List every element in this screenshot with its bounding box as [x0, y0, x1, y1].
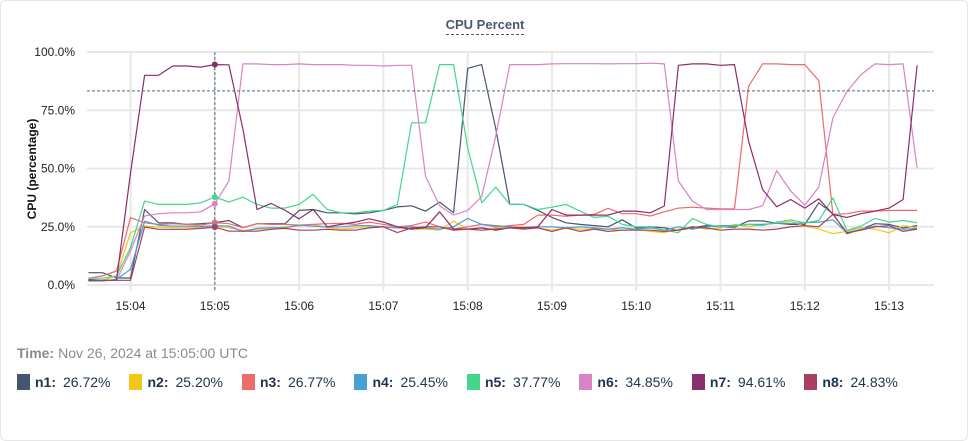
legend-label: n5: — [484, 374, 506, 390]
series-line-n6 — [88, 62, 918, 281]
legend-swatch — [804, 374, 818, 390]
legend-label: n1: — [35, 374, 56, 390]
crosshair-point-n8 — [211, 224, 218, 231]
x-tick-label: 15:11 — [706, 299, 735, 313]
legend-swatch — [466, 374, 480, 390]
series-line-n1 — [88, 63, 918, 279]
legend-item-n7[interactable]: n7: 94.61% — [691, 373, 786, 391]
y-tick-label: 100.0% — [34, 45, 75, 59]
grid: 0.0% 25.0% 50.0% 75.0% 100.0% 15:04 15:05 15:06… — [34, 45, 934, 313]
legend-swatch — [241, 374, 255, 390]
x-tick-label: 15:06 — [284, 299, 314, 313]
legend-value: 26.72% — [63, 374, 111, 390]
legend-label: n6: — [597, 374, 619, 390]
legend-swatch — [17, 374, 30, 390]
legend-item-n1[interactable]: n1: 26.72% — [17, 373, 110, 391]
crosshair-point-n7 — [211, 61, 218, 68]
legend-label: n7: — [709, 374, 731, 390]
legend-value: 26.77% — [287, 374, 336, 390]
crosshair-point-n6 — [211, 200, 218, 207]
tooltip-time: Time: Nov 26, 2024 at 15:05:00 UTC — [17, 345, 248, 361]
legend-label: n8: — [822, 374, 844, 390]
y-tick-label: 50.0% — [41, 162, 75, 176]
legend-item-n5[interactable]: n5: 37.77% — [466, 373, 561, 391]
legend-label: n4: — [372, 374, 394, 390]
cpu-line-chart[interactable]: 0.0% 25.0% 50.0% 75.0% 100.0% 15:04 15:05 15:06… — [1, 1, 968, 331]
y-tick-label: 25.0% — [41, 220, 75, 234]
series-line-n5 — [88, 63, 918, 279]
legend-swatch — [129, 374, 143, 390]
legend-item-n8[interactable]: n8: 24.83% — [804, 373, 898, 391]
y-axis-label: CPU (percentage) — [25, 119, 39, 220]
chart-title-text[interactable]: CPU Percent — [445, 17, 525, 35]
time-label: Time: — [17, 345, 55, 361]
overlay — [87, 52, 934, 291]
series-line-n8 — [88, 213, 918, 281]
legend-value: 34.85% — [625, 374, 673, 390]
legend-item-n2[interactable]: n2: 25.20% — [129, 373, 223, 391]
legend-swatch — [691, 374, 705, 390]
y-tick-label: 0.0% — [48, 278, 76, 292]
legend-value: 24.83% — [850, 374, 898, 390]
series-line-n7 — [88, 63, 918, 281]
x-tick-label: 15:08 — [453, 299, 483, 313]
x-tick-label: 15:05 — [200, 299, 230, 313]
x-tick-label: 15:13 — [874, 299, 904, 313]
y-tick-label: 75.0% — [41, 103, 75, 117]
series-line-n4 — [88, 217, 918, 282]
legend-value: 25.20% — [175, 374, 223, 390]
series-line-n3 — [88, 63, 918, 279]
legend-swatch — [354, 374, 368, 390]
x-tick-label: 15:04 — [116, 299, 146, 313]
series-lines — [88, 62, 918, 282]
x-tick-label: 15:10 — [621, 299, 651, 313]
legend-value: 37.77% — [512, 374, 561, 390]
legend-item-n6[interactable]: n6: 34.85% — [579, 373, 673, 391]
legend-item-n4[interactable]: n4: 25.45% — [354, 373, 448, 391]
x-tick-label: 15:12 — [790, 299, 820, 313]
legend-label: n3: — [259, 374, 281, 390]
time-value: Nov 26, 2024 at 15:05:00 UTC — [58, 345, 248, 361]
legend-label: n2: — [147, 374, 169, 390]
legend-item-n3[interactable]: n3: 26.77% — [241, 373, 336, 391]
crosshair-point-n5 — [211, 193, 218, 200]
legend-value: 25.45% — [400, 374, 448, 390]
chart-title[interactable]: CPU Percent — [1, 16, 968, 35]
x-tick-label: 15:09 — [537, 299, 567, 313]
x-tick-label: 15:07 — [368, 299, 398, 313]
legend-value: 94.61% — [737, 374, 786, 390]
series-line-n2 — [88, 220, 918, 281]
legend: n1: 26.72% n2: 25.20% n3: 26.77% n4: 25.45% n5: 3… — [17, 373, 917, 391]
legend-swatch — [579, 374, 593, 390]
